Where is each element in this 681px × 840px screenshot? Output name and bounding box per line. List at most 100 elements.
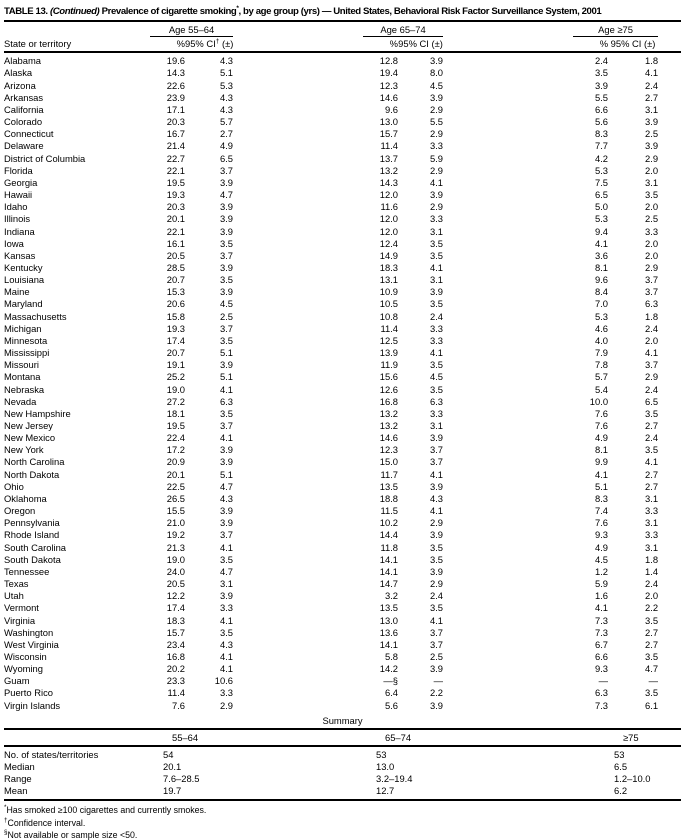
- value-cell: 4.1: [429, 176, 444, 188]
- value-cell: 4.7: [219, 480, 234, 492]
- spacer-cell: [658, 262, 681, 274]
- col-header-ci-2: 95% CI (±): [398, 36, 444, 54]
- spacer-cell: [233, 554, 363, 566]
- state-name: District of Columbia: [4, 152, 86, 164]
- value-cell: 5.9: [594, 578, 609, 590]
- state-name: Pennsylvania: [4, 517, 60, 529]
- spacer-cell: [443, 274, 573, 286]
- value-cell: 3.9: [219, 261, 234, 273]
- table-row: West Virginia 23.4 4.3 14.1 3.7 6.7 2.7: [4, 639, 681, 651]
- value-cell: 4.1: [219, 383, 234, 395]
- value-cell: 11.4: [167, 687, 185, 699]
- spacer-cell: [233, 578, 363, 590]
- footnote-smoked: *Has smoked ≥100 cigarettes and currentl…: [4, 803, 681, 815]
- value-cell: 5.3: [594, 310, 609, 322]
- spacer-cell: [233, 311, 363, 323]
- spacer-cell: [233, 250, 363, 262]
- value-cell: 3.9: [219, 213, 234, 225]
- value-cell: 3.7: [645, 359, 659, 371]
- value-cell: 3.7: [219, 420, 234, 431]
- spacer-cell: [233, 700, 363, 712]
- value-cell: 2.0: [645, 590, 659, 602]
- spacer-cell: [658, 456, 681, 468]
- state-name: Alaska: [4, 67, 33, 79]
- value-cell: 2.0: [645, 201, 659, 213]
- spacer-cell: [658, 298, 681, 310]
- value-cell: 4.3: [429, 492, 444, 504]
- value-cell: 3.9: [429, 529, 444, 541]
- spacer-cell: [658, 153, 681, 165]
- value-cell: 18.3: [166, 614, 185, 626]
- title-footnote-marker: *: [236, 5, 239, 12]
- spacer-cell: [443, 590, 573, 602]
- value-cell: 22.4: [166, 432, 185, 444]
- value-cell: 7.9: [594, 347, 609, 359]
- spacer-cell: [443, 456, 573, 468]
- summary-value: 1.2–10.0: [614, 773, 651, 785]
- state-name: West Virginia: [4, 638, 59, 650]
- value-cell: 19.2: [166, 529, 185, 541]
- spacer-cell: [233, 456, 363, 468]
- spacer-cell: [658, 542, 681, 554]
- value-cell: 13.9: [379, 347, 399, 359]
- value-cell: 3.9: [429, 91, 444, 103]
- col-group-age-65-74: Age 65–74: [363, 22, 444, 38]
- value-cell: 13.5: [379, 602, 399, 614]
- spacer-cell: [233, 469, 363, 481]
- value-cell: 2.5: [645, 213, 659, 225]
- spacer-cell: [443, 554, 573, 566]
- spacer-cell: [233, 128, 363, 140]
- value-cell: 14.6: [379, 91, 399, 103]
- state-name: Connecticut: [4, 128, 54, 140]
- value-cell: 20.7: [166, 274, 185, 286]
- value-cell: 7.6: [594, 517, 609, 529]
- value-cell: 3.3: [429, 213, 444, 225]
- state-name: Missouri: [4, 359, 39, 371]
- value-cell: 3.1: [645, 176, 659, 188]
- value-cell: 3.1: [645, 492, 659, 504]
- value-cell: 3.9: [429, 663, 444, 675]
- value-cell: 4.1: [429, 505, 444, 517]
- spacer-cell: [443, 566, 573, 578]
- dagger-footnote-marker: †: [215, 38, 220, 46]
- table-row: Hawaii 19.3 4.7 12.0 3.9 6.5 3.5: [4, 189, 681, 201]
- spacer-cell: [233, 104, 363, 116]
- spacer-cell: [658, 140, 681, 152]
- value-cell: 20.5: [166, 249, 185, 261]
- table-row: Missouri 19.1 3.9 11.9 3.5 7.8 3.7: [4, 359, 681, 371]
- value-cell: 7.6: [171, 699, 185, 711]
- spacer-cell: [443, 335, 573, 347]
- value-cell: 16.8: [379, 395, 399, 407]
- value-cell: 7.5: [594, 176, 609, 188]
- spacer-cell: [233, 602, 363, 614]
- state-name: Georgia: [4, 176, 38, 188]
- spacer-cell: [443, 542, 573, 554]
- value-cell: 2.4: [645, 322, 659, 334]
- state-name: Rhode Island: [4, 529, 60, 541]
- value-cell: 3.5: [645, 407, 659, 419]
- value-cell: 4.1: [429, 261, 444, 273]
- value-cell: 4.9: [219, 140, 234, 152]
- spacer-cell: [658, 52, 681, 67]
- value-cell: 3.1: [429, 274, 444, 286]
- value-cell: 3.5: [219, 334, 234, 346]
- summary-value: 3.2–19.4: [376, 773, 413, 785]
- summary-value: 6.5: [614, 760, 628, 772]
- value-cell: 4.3: [219, 91, 234, 103]
- value-cell: 4.1: [645, 67, 659, 79]
- spacer-cell: [443, 700, 573, 712]
- table-row: Georgia 19.5 3.9 14.3 4.1 7.5 3.1: [4, 177, 681, 189]
- spacer-cell: [233, 359, 363, 371]
- value-cell: 2.7: [645, 468, 659, 480]
- value-cell: 26.5: [166, 492, 185, 504]
- value-cell: 3.5: [645, 650, 659, 662]
- value-cell: 12.5: [379, 334, 399, 346]
- value-cell: 12.4: [379, 237, 399, 249]
- spacer-cell: [443, 529, 573, 541]
- table-row: Wyoming 20.2 4.1 14.2 3.9 9.3 4.7: [4, 663, 681, 675]
- spacer-cell: [658, 529, 681, 541]
- spacer-cell: [233, 274, 363, 286]
- value-cell: 2.0: [645, 334, 659, 346]
- value-cell: 4.3: [219, 638, 234, 650]
- spacer-cell: [233, 651, 363, 663]
